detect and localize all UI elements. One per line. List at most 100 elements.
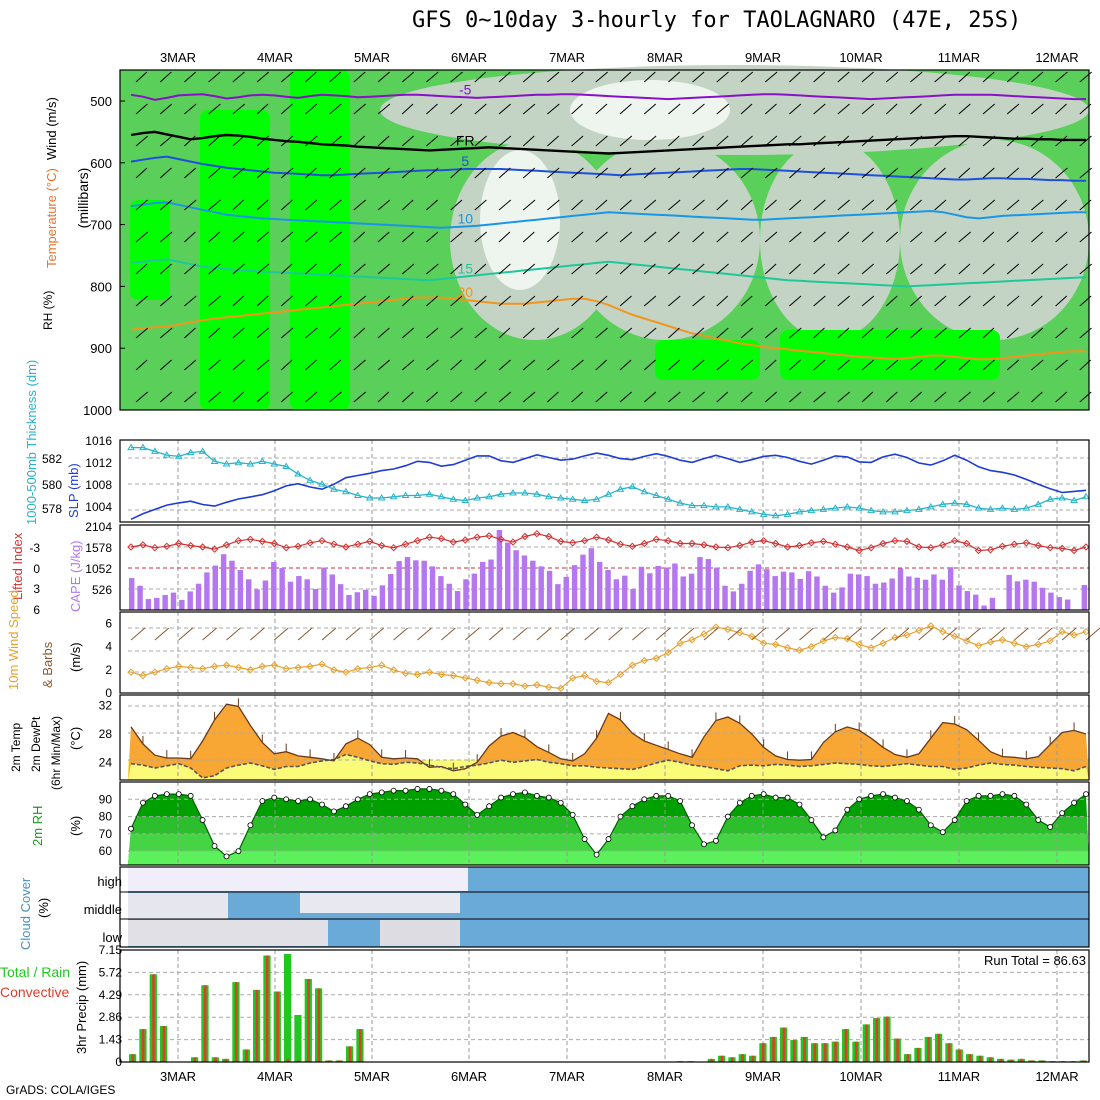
cape-bar [129,578,135,610]
lifted-index-marker [604,536,613,544]
thickness-marker [819,505,828,512]
cape-bar [764,569,770,610]
rh-saturated-area [200,110,270,410]
rh2m-marker [140,799,146,806]
wind-barb [595,231,608,243]
wind-barb [522,71,536,83]
pressure-tick: 900 [90,341,112,356]
wind-barb [450,391,463,403]
cape-bar [538,566,544,610]
wind-barb [474,71,487,83]
thickness-marker [282,462,291,469]
wind-barb [135,167,148,179]
wind-barb [764,199,777,211]
thickness-marker [700,501,708,509]
slp-tick: 1016 [85,434,112,448]
thickness-marker [652,491,661,499]
wind-barb [498,103,512,115]
cape-bar [513,550,519,610]
wind-barb [643,199,657,211]
surface-wind-barb [799,627,814,641]
wind-speed-marker [151,668,159,676]
thickness-marker [914,505,923,512]
lifted-index-marker [509,538,517,546]
thickness-marker [688,501,696,509]
lifted-index-marker [771,539,780,548]
wind-barb [692,167,705,179]
rh2m-marker [331,808,337,815]
wind-barb [401,391,414,403]
wind-barb [547,71,560,83]
wind-barb [958,103,971,115]
wind-barb [256,231,269,243]
wind-speed-marker [688,636,696,644]
precip-convective-bar [854,1041,858,1062]
lifted-index-marker [437,534,446,543]
wind-barb [813,135,826,147]
wind-barb [740,103,753,115]
date-tick-top: 12MAR [1035,50,1078,65]
wind-barb [426,71,439,83]
date-tick-bottom: 5MAR [354,1069,390,1084]
wind-barb [716,231,729,243]
wind-speed-marker [927,622,935,630]
wind-barb [837,167,850,179]
wind-barb [522,199,536,211]
surface-wind-barb [703,627,719,641]
rh2m-marker [629,803,636,810]
precip-convective-bar [978,1055,982,1062]
wind-barb [643,135,657,147]
wind-barb [668,263,681,275]
surface-wind-barb [966,627,981,641]
wind-barb [813,231,826,243]
upper-ylabel-mb: (millibars) [75,168,91,229]
wind-barb [571,327,584,339]
dewpoint-line [130,753,1087,779]
wind-barb [547,231,560,243]
wind-speed-marker [270,661,278,669]
wind-barb [1006,359,1020,371]
precip-convective-bar [885,1016,889,1062]
rh2m-tick: 60 [99,844,113,858]
panel-frame [119,694,1090,781]
cape-bar [906,576,912,610]
thickness-marker [353,491,362,499]
wind-barb [522,295,536,307]
wind-barb [910,103,922,115]
thickness-marker [521,489,529,496]
lifted-index-marker [222,541,231,549]
wind-barb [401,71,415,83]
cape-bar [546,570,553,610]
surface-wind-barb [154,627,170,641]
precip-convective-bar [761,1043,765,1062]
thickness-marker [771,511,780,519]
thickness-marker [341,487,350,495]
rh2m-marker [1083,791,1089,798]
wind-barb [837,199,850,211]
thickness-marker [759,510,768,517]
wind-barb [329,263,342,275]
surface-wind-barb [751,627,767,641]
thickness-marker [616,485,625,492]
date-tick-top: 9MAR [745,50,781,65]
thickness-marker [879,507,887,515]
lifted-index-marker [330,540,338,548]
rh2m-marker [569,811,576,818]
rh-saturated-area [290,70,350,410]
wind-barb [426,359,439,371]
precip-convective-bar [162,1025,166,1062]
wind-barb [1031,71,1044,83]
wind-barb [958,295,971,307]
wind-barb [401,295,414,307]
wind-barb [764,391,778,403]
wind-barb [522,167,536,179]
precip-convective-bar [1040,1060,1044,1062]
wind-barb [1031,135,1044,147]
wind-barb [1006,391,1020,403]
wind-speed-marker [879,639,887,647]
wind-barb [861,71,874,83]
isotherm-FR [130,130,1086,155]
surface-wind-barb [870,627,886,641]
thickness-marker [318,480,326,487]
panel-frame [119,524,1090,611]
